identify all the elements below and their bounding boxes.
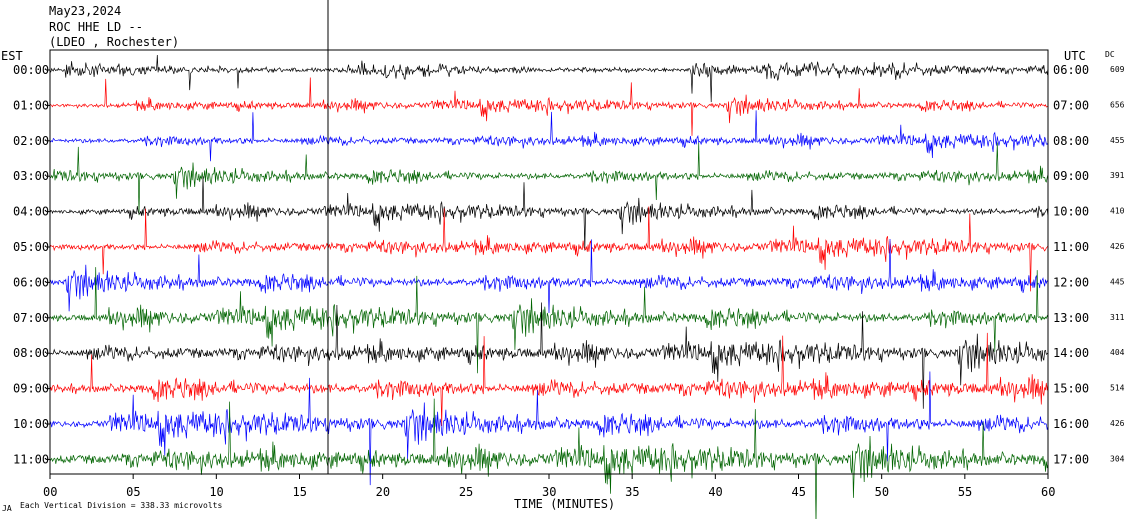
x-tick-label: 60: [1041, 485, 1055, 499]
est-time-label: 03:00: [13, 169, 49, 183]
x-tick-label: 50: [875, 485, 889, 499]
dc-value: 410: [1110, 207, 1125, 216]
dc-value: 656: [1110, 100, 1125, 109]
est-time-label: 04:00: [13, 205, 49, 219]
header-date: May23,2024: [49, 4, 121, 18]
dc-value: 426: [1110, 419, 1125, 428]
dc-value: 391: [1110, 171, 1125, 180]
x-axis-title: TIME (MINUTES): [514, 497, 615, 511]
x-tick-label: 30: [542, 485, 556, 499]
utc-time-label: 16:00: [1053, 417, 1089, 431]
dc-value: 311: [1110, 313, 1125, 322]
utc-time-label: 17:00: [1053, 452, 1089, 466]
x-tick-label: 40: [708, 485, 722, 499]
utc-label: UTC: [1064, 49, 1086, 63]
est-time-label: 10:00: [13, 417, 49, 431]
est-time-label: 02:00: [13, 134, 49, 148]
x-tick-label: 00: [43, 485, 57, 499]
trace-row-0900: [49, 332, 1049, 427]
x-tick-label: 05: [126, 485, 140, 499]
utc-time-label: 11:00: [1053, 240, 1089, 254]
row-labels: 00:00 06:00 609 01:00 07:00 656 02:00 08:00 455 0…: [13, 63, 1125, 466]
dc-label: DC: [1105, 50, 1115, 59]
utc-time-label: 12:00: [1053, 275, 1089, 289]
est-time-label: 06:00: [13, 275, 49, 289]
utc-time-label: 13:00: [1053, 311, 1089, 325]
dc-value: 426: [1110, 242, 1125, 251]
dc-value: 404: [1110, 348, 1125, 357]
x-axis: 00 05 10 15 20 25 30 35 40 45 50 55 60: [43, 474, 1055, 499]
header-station: ROC HHE LD --: [49, 20, 143, 34]
trace-row-0600: [49, 238, 1049, 314]
utc-time-label: 08:00: [1053, 134, 1089, 148]
x-tick-label: 20: [376, 485, 390, 499]
dc-value: 514: [1110, 384, 1125, 393]
trace-row-0700: [49, 267, 1049, 374]
trace-row-0100: [49, 77, 1048, 136]
header-network: (LDEO , Rochester): [49, 35, 179, 49]
seismic-traces: [49, 54, 1049, 519]
x-tick-label: 25: [459, 485, 473, 499]
est-time-label: 01:00: [13, 98, 49, 112]
utc-time-label: 15:00: [1053, 382, 1089, 396]
est-time-label: 07:00: [13, 311, 49, 325]
trace-row-0800: [49, 302, 1049, 409]
est-time-label: 11:00: [13, 452, 49, 466]
est-label: EST: [1, 49, 23, 63]
est-time-label: 05:00: [13, 240, 49, 254]
x-tick-label: 35: [625, 485, 639, 499]
corner-mark: JA: [2, 504, 12, 513]
utc-time-label: 14:00: [1053, 346, 1089, 360]
utc-time-label: 07:00: [1053, 98, 1089, 112]
dc-value: 609: [1110, 65, 1125, 74]
utc-time-label: 09:00: [1053, 169, 1089, 183]
trace-row-0500: [49, 206, 1049, 292]
dc-value: 304: [1110, 454, 1125, 463]
dc-value: 455: [1110, 136, 1125, 145]
vertical-division-note: Each Vertical Division = 338.33 microvol…: [20, 501, 222, 510]
x-tick-label: 55: [958, 485, 972, 499]
est-time-label: 00:00: [13, 63, 49, 77]
trace-row-1000: [49, 371, 1049, 486]
est-time-label: 08:00: [13, 346, 49, 360]
plot-frame: [49, 49, 1049, 475]
est-time-label: 09:00: [13, 382, 49, 396]
trace-row-1100: [49, 398, 1049, 519]
trace-row-0300: [49, 142, 1049, 216]
x-tick-label: 15: [293, 485, 307, 499]
dc-value: 445: [1110, 277, 1125, 286]
utc-time-label: 06:00: [1053, 63, 1089, 77]
trace-row-0000: [49, 54, 1049, 103]
x-tick-label: 45: [792, 485, 806, 499]
x-tick-label: 10: [209, 485, 223, 499]
trace-row-0200: [49, 110, 1049, 162]
utc-time-label: 10:00: [1053, 205, 1089, 219]
trace-row-0400: [49, 176, 1049, 251]
